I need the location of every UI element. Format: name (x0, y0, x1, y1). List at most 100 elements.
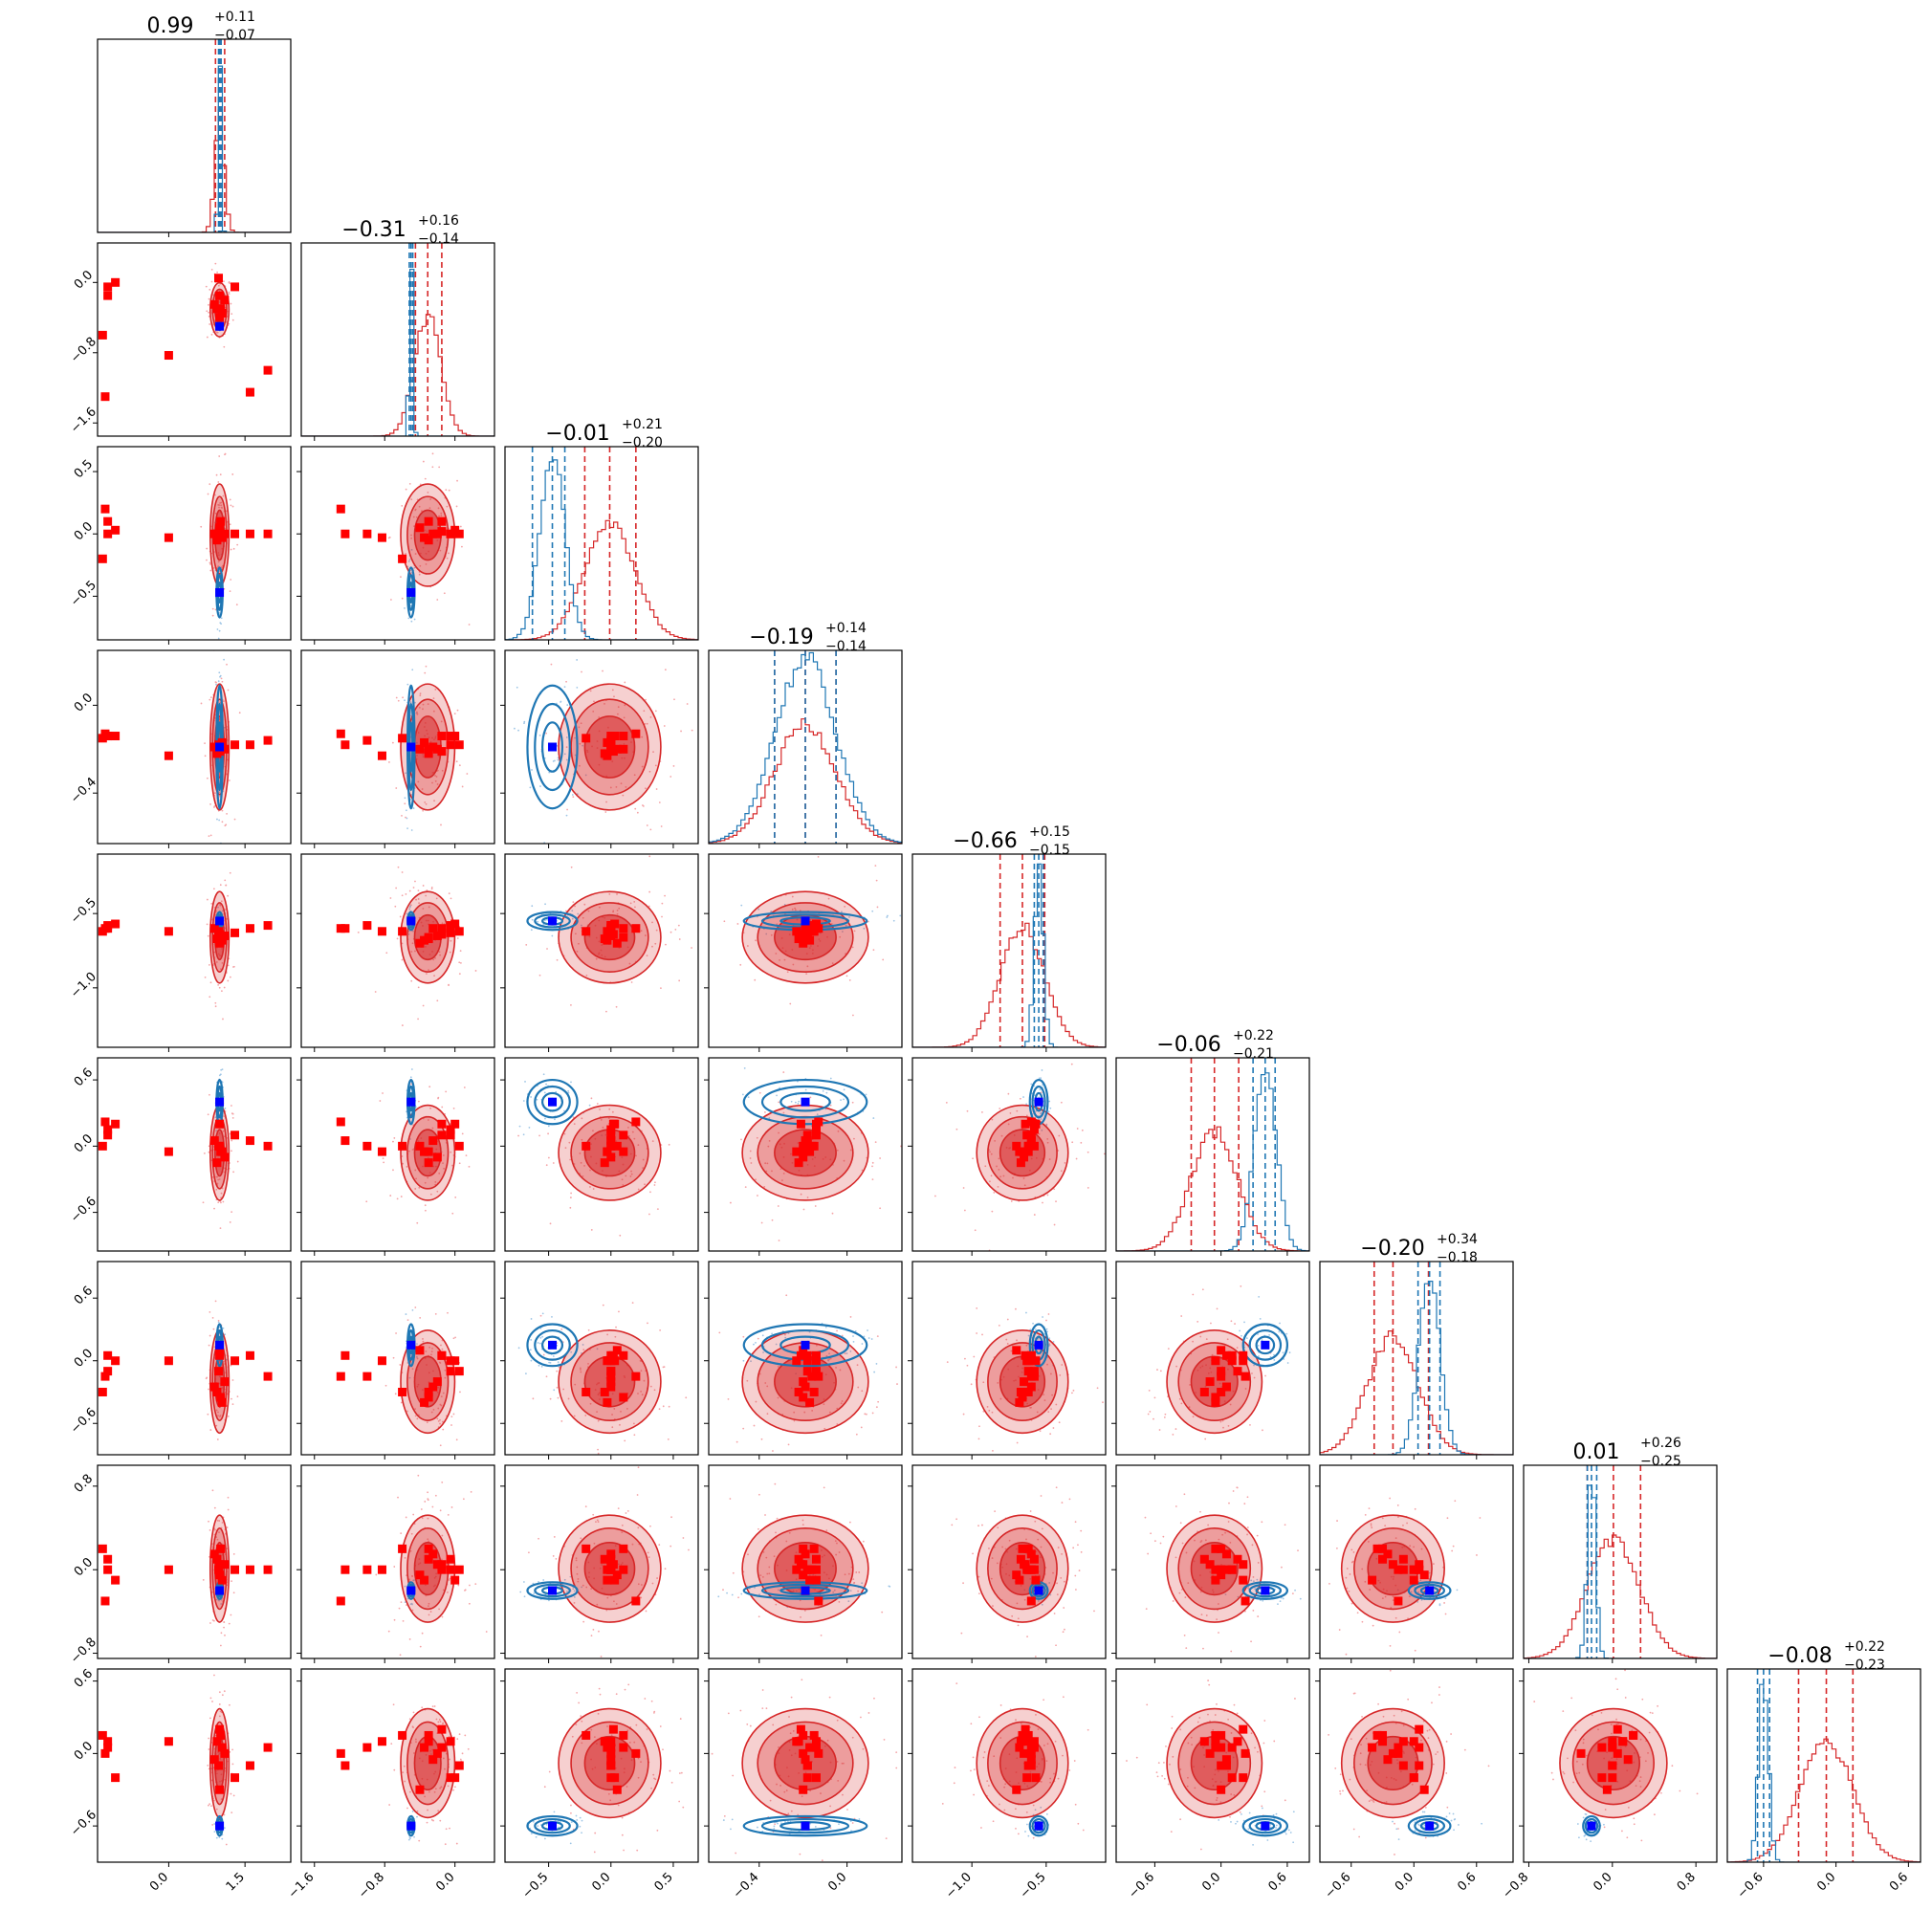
posterior-a-sample (441, 922, 444, 925)
red-point-marker (1211, 1565, 1220, 1574)
posterior-b-contour-mid (534, 913, 571, 929)
red-point-marker (245, 740, 254, 750)
posterior-a-sample (625, 785, 627, 788)
red-point-marker (1378, 1554, 1388, 1564)
posterior-a-sample (616, 893, 618, 895)
posterior-a-sample (1200, 1614, 1203, 1616)
posterior-a-sample (648, 905, 650, 908)
posterior-a-sample (428, 1086, 431, 1088)
posterior-a-sample (640, 930, 643, 933)
posterior-a-sample (589, 1402, 592, 1405)
posterior-a-sample (592, 1628, 595, 1631)
posterior-a-sample (441, 769, 444, 772)
contour-panel-7-4 (908, 1464, 1107, 1663)
posterior-a-sample (224, 1573, 227, 1576)
posterior-a-sample (420, 1508, 423, 1510)
posterior-a-sample (451, 1212, 454, 1215)
posterior-b-sample (1419, 1579, 1422, 1582)
posterior-a-sample (656, 1577, 658, 1579)
posterior-a-sample (517, 1134, 519, 1137)
y-tick-label: 0.0 (72, 519, 96, 543)
posterior-a-sample (542, 1353, 545, 1356)
posterior-b-sample (404, 1585, 406, 1588)
posterior-a-sample (1219, 1420, 1222, 1423)
posterior-a-sample (231, 1748, 233, 1751)
red-point-marker (215, 1785, 225, 1794)
posterior-b-sample (580, 924, 582, 927)
posterior-a-sample (461, 785, 464, 788)
red-point-marker (100, 1117, 110, 1127)
red-point-marker (809, 1544, 819, 1553)
posterior-a-sample (593, 1542, 596, 1545)
posterior-a-sample (872, 949, 875, 952)
posterior-b-sample (1273, 1353, 1275, 1356)
posterior-a-sample (409, 1549, 412, 1552)
posterior-a-sample (214, 1005, 217, 1008)
posterior-a-sample (232, 1794, 235, 1797)
posterior-a-sample (207, 1764, 209, 1767)
posterior-b-sample (762, 1351, 764, 1353)
posterior-a-sample (219, 1644, 222, 1647)
posterior-b-sample (533, 1592, 536, 1594)
red-point-marker (362, 921, 372, 931)
posterior-a-sample (670, 1516, 672, 1519)
histogram-panel-4: −0.66 +0.15−0.15 (911, 824, 1107, 1052)
posterior-a-sample (202, 1578, 205, 1581)
posterior-a-sample (210, 280, 213, 283)
posterior-a-sample (207, 493, 209, 495)
posterior-a-sample (441, 1481, 444, 1483)
red-point-marker (1031, 1356, 1041, 1366)
posterior-a-sample (428, 1540, 429, 1543)
posterior-a-sample (417, 986, 420, 989)
posterior-a-sample (782, 1071, 785, 1073)
posterior-a-sample (452, 1413, 455, 1416)
posterior-a-sample (445, 1828, 448, 1831)
posterior-b-sample (405, 1313, 407, 1315)
posterior-a-sample (442, 1723, 444, 1725)
red-point-marker (1221, 1549, 1231, 1559)
posterior-a-sample (1072, 1389, 1075, 1392)
posterior-a-sample (611, 1110, 614, 1113)
posterior-a-sample (1172, 1433, 1175, 1436)
posterior-a-sample (410, 1083, 412, 1086)
posterior-a-sample (572, 901, 575, 904)
red-point-marker (245, 1761, 254, 1770)
red-point-marker (214, 1565, 224, 1574)
posterior-b-sample (588, 1104, 591, 1107)
posterior-a-sample (211, 1824, 214, 1826)
posterior-a-sample (408, 1790, 411, 1793)
posterior-a-sample (400, 1196, 403, 1197)
contour-panel-5-1 (296, 1057, 495, 1256)
contour-panel-6-5 (1111, 1261, 1310, 1460)
posterior-a-sample (210, 1805, 212, 1808)
posterior-a-sample (637, 1393, 639, 1394)
posterior-a-sample (217, 503, 220, 506)
posterior-b-sample (410, 548, 413, 551)
posterior-a-sample (649, 1525, 651, 1527)
x-tick-label: 0.0 (147, 1870, 171, 1894)
posterior-a-sample (827, 897, 830, 900)
posterior-a-sample (607, 1117, 610, 1120)
posterior-a-sample (556, 1386, 559, 1389)
red-point-marker (231, 1565, 240, 1574)
posterior-a-sample (439, 1403, 442, 1406)
posterior-b-sample (522, 1581, 525, 1583)
posterior-a-sample (674, 928, 677, 931)
posterior-a-sample (1247, 1587, 1250, 1590)
posterior-a-sample (791, 908, 794, 911)
posterior-b-sample (543, 919, 546, 922)
posterior-a-sample (417, 898, 420, 900)
posterior-a-sample (432, 958, 435, 961)
posterior-a-sample (583, 1164, 585, 1167)
posterior-b-contour-outer (526, 684, 579, 810)
posterior-a-sample (427, 1517, 429, 1520)
posterior-a-sample (411, 1725, 414, 1728)
posterior-a-sample (626, 1408, 628, 1410)
posterior-b-sample (411, 1810, 414, 1812)
posterior-a-sample (704, 959, 706, 961)
red-point-marker (799, 1141, 808, 1151)
red-point-marker (216, 1544, 226, 1553)
contour-panel-4-2 (500, 853, 706, 1052)
posterior-a-sample (447, 1592, 449, 1593)
posterior-a-sample (224, 909, 227, 911)
